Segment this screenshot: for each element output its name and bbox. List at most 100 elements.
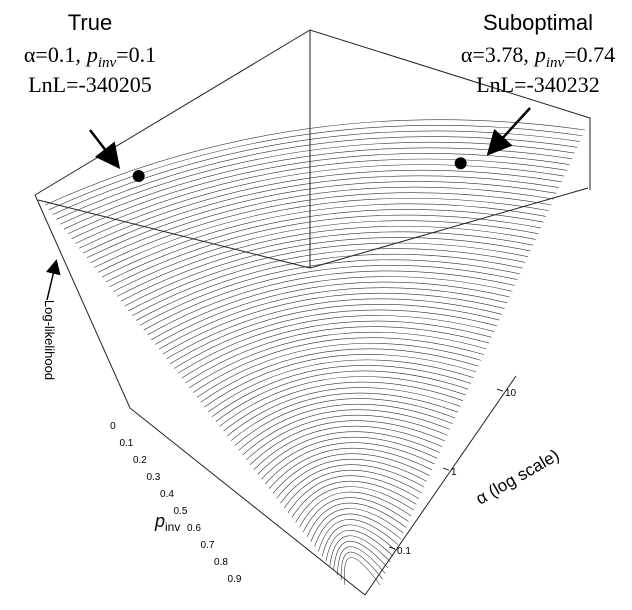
annotation-arrow bbox=[486, 107, 531, 156]
z-axis-label: Log-likelihood bbox=[42, 300, 57, 380]
alpha-tick bbox=[442, 467, 450, 471]
box-edge bbox=[364, 375, 517, 596]
contour-line bbox=[219, 376, 466, 427]
annotation-arrow bbox=[89, 129, 121, 169]
contour-line bbox=[94, 192, 552, 268]
contour-line bbox=[79, 169, 562, 249]
pinv-axis-label: pinv bbox=[154, 511, 180, 534]
contour-line bbox=[272, 453, 430, 494]
box bbox=[34, 29, 591, 596]
contour-line bbox=[234, 398, 456, 446]
contour-line bbox=[86, 181, 557, 259]
annotation-lnl: LnL=-340232 bbox=[476, 72, 600, 97]
contour-line bbox=[204, 354, 477, 408]
alpha-value: α=0.1, bbox=[24, 42, 81, 67]
contour-line bbox=[105, 209, 544, 283]
contour-line bbox=[128, 242, 528, 312]
contour-line bbox=[299, 491, 412, 528]
contour-line bbox=[223, 381, 464, 432]
contour-line bbox=[90, 186, 554, 263]
contour-line bbox=[63, 147, 573, 230]
annotation-params: α=0.1, pinv=0.1 bbox=[24, 42, 156, 71]
contour-line bbox=[71, 158, 567, 239]
contour-line bbox=[230, 392, 458, 441]
contour-line bbox=[253, 425, 443, 470]
contour-line bbox=[44, 119, 586, 206]
contour-line bbox=[329, 535, 391, 566]
pinv-symbol: p bbox=[85, 42, 98, 67]
contour-line bbox=[166, 298, 503, 360]
contour-line bbox=[257, 431, 440, 475]
contour-line bbox=[314, 513, 401, 547]
contour-line bbox=[132, 248, 526, 316]
contour-line bbox=[189, 331, 487, 389]
contour-line bbox=[143, 265, 518, 331]
pinv-tick-label: 0.7 bbox=[201, 540, 215, 551]
alpha-tick-label: 1 bbox=[451, 467, 457, 478]
alpha-axis-label: α (log scale) bbox=[473, 446, 563, 509]
contour-line bbox=[295, 486, 414, 523]
contour-line bbox=[75, 164, 565, 244]
contour-line bbox=[208, 359, 474, 413]
optimum-point bbox=[454, 157, 467, 170]
pinv-tick-label: 0.6 bbox=[187, 523, 201, 534]
pinv-subscript: inv bbox=[546, 55, 565, 71]
contour-line bbox=[333, 541, 389, 571]
box-edge bbox=[34, 29, 591, 196]
contour-line bbox=[318, 519, 399, 552]
z-axis-arrow bbox=[45, 259, 61, 301]
contour-line bbox=[268, 447, 433, 489]
pinv-tick-label: 0.9 bbox=[228, 574, 242, 585]
contour-line bbox=[196, 343, 482, 398]
surface bbox=[44, 119, 586, 586]
contour-line bbox=[109, 214, 541, 288]
contour-line bbox=[101, 203, 547, 278]
contour-line bbox=[200, 348, 479, 403]
pinv-tick-label: 0.5 bbox=[174, 506, 188, 517]
contour-line bbox=[249, 420, 445, 465]
contour-line bbox=[325, 530, 394, 562]
box-edge bbox=[34, 194, 131, 409]
contour-line bbox=[340, 551, 383, 581]
contour-line bbox=[98, 198, 549, 273]
alpha-tick bbox=[388, 546, 396, 550]
alpha-tick-label: 0.1 bbox=[397, 546, 411, 557]
contour-line bbox=[170, 304, 500, 364]
contour-line bbox=[124, 237, 531, 307]
pinv-value: =0.74 bbox=[564, 42, 615, 67]
alpha-tick-label: 10 bbox=[505, 388, 517, 399]
contour-line bbox=[291, 480, 417, 518]
contour-line bbox=[283, 469, 422, 509]
pinv-tick-label: 0.4 bbox=[160, 489, 174, 500]
contour-line bbox=[117, 225, 536, 297]
contour-line bbox=[135, 253, 523, 321]
pinv-tick-label: 0 bbox=[110, 421, 116, 432]
contour-line bbox=[158, 287, 508, 350]
contour-line bbox=[321, 524, 396, 557]
contour-line bbox=[52, 130, 580, 215]
contour-line bbox=[211, 365, 471, 417]
contour-line bbox=[306, 502, 407, 538]
contour-line bbox=[287, 475, 420, 514]
contour-line bbox=[154, 281, 510, 345]
contour-line bbox=[113, 220, 539, 292]
pinv-value: =0.1 bbox=[116, 42, 156, 67]
alpha-value: α=3.78, bbox=[461, 42, 529, 67]
alpha-tick bbox=[496, 388, 504, 392]
annotation-lnl: LnL=-340205 bbox=[28, 72, 152, 97]
contour-line bbox=[276, 458, 427, 499]
contour-line bbox=[261, 436, 438, 480]
contour-line bbox=[265, 442, 435, 485]
pinv-subscript: inv bbox=[98, 55, 117, 71]
annotation-title: Suboptimal bbox=[483, 10, 593, 35]
contour-line bbox=[147, 270, 516, 336]
contour-line bbox=[192, 337, 484, 393]
pinv-symbol: p bbox=[154, 511, 165, 531]
pinv-symbol: p bbox=[533, 42, 546, 67]
contour-line bbox=[227, 387, 461, 437]
contour-line bbox=[60, 141, 575, 225]
contour-line bbox=[280, 464, 425, 504]
